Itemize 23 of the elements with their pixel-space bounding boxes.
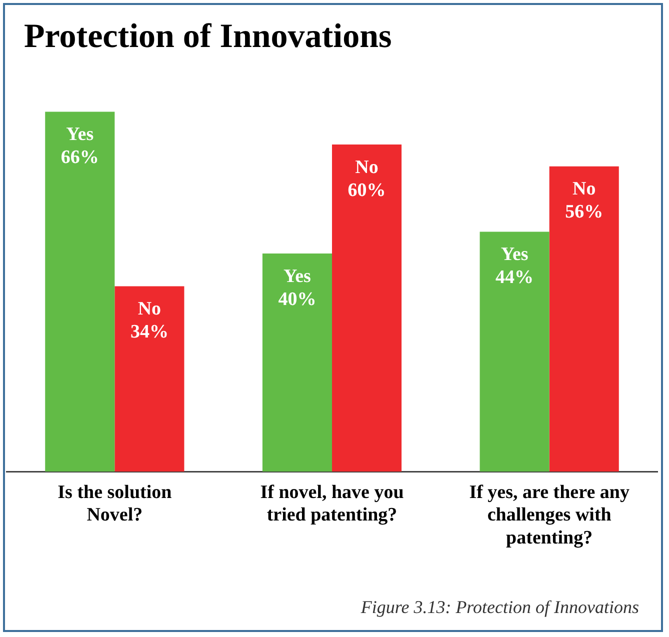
bar — [480, 232, 550, 472]
text: Yes — [284, 266, 311, 287]
x-tick-label: If novel, have you tried patenting? — [260, 482, 404, 526]
data-label: 66% — [60, 147, 99, 168]
bar — [549, 166, 619, 472]
text: Yes — [500, 244, 528, 266]
x-tick-label: If yes, are there any challenges with patenting? — [469, 482, 630, 549]
series-label: Yes — [66, 124, 94, 146]
data-label: 60% — [348, 180, 386, 201]
data-label: 40% — [278, 288, 316, 310]
caption: Figure 3.13: Protection of Innovations — [360, 597, 639, 618]
series-label: No — [355, 156, 378, 178]
bar — [114, 286, 184, 472]
data-label: 34% — [130, 322, 168, 343]
bar — [332, 144, 402, 472]
bar — [45, 112, 115, 472]
text: No — [572, 178, 596, 200]
data-label: 44% — [496, 267, 534, 288]
data-label: 56% — [565, 202, 604, 223]
text: No — [138, 298, 162, 320]
bar — [262, 254, 332, 472]
chart-title: Protection of Innovations — [24, 18, 392, 56]
x-tick-label: Is the solution Novel? — [58, 482, 172, 526]
